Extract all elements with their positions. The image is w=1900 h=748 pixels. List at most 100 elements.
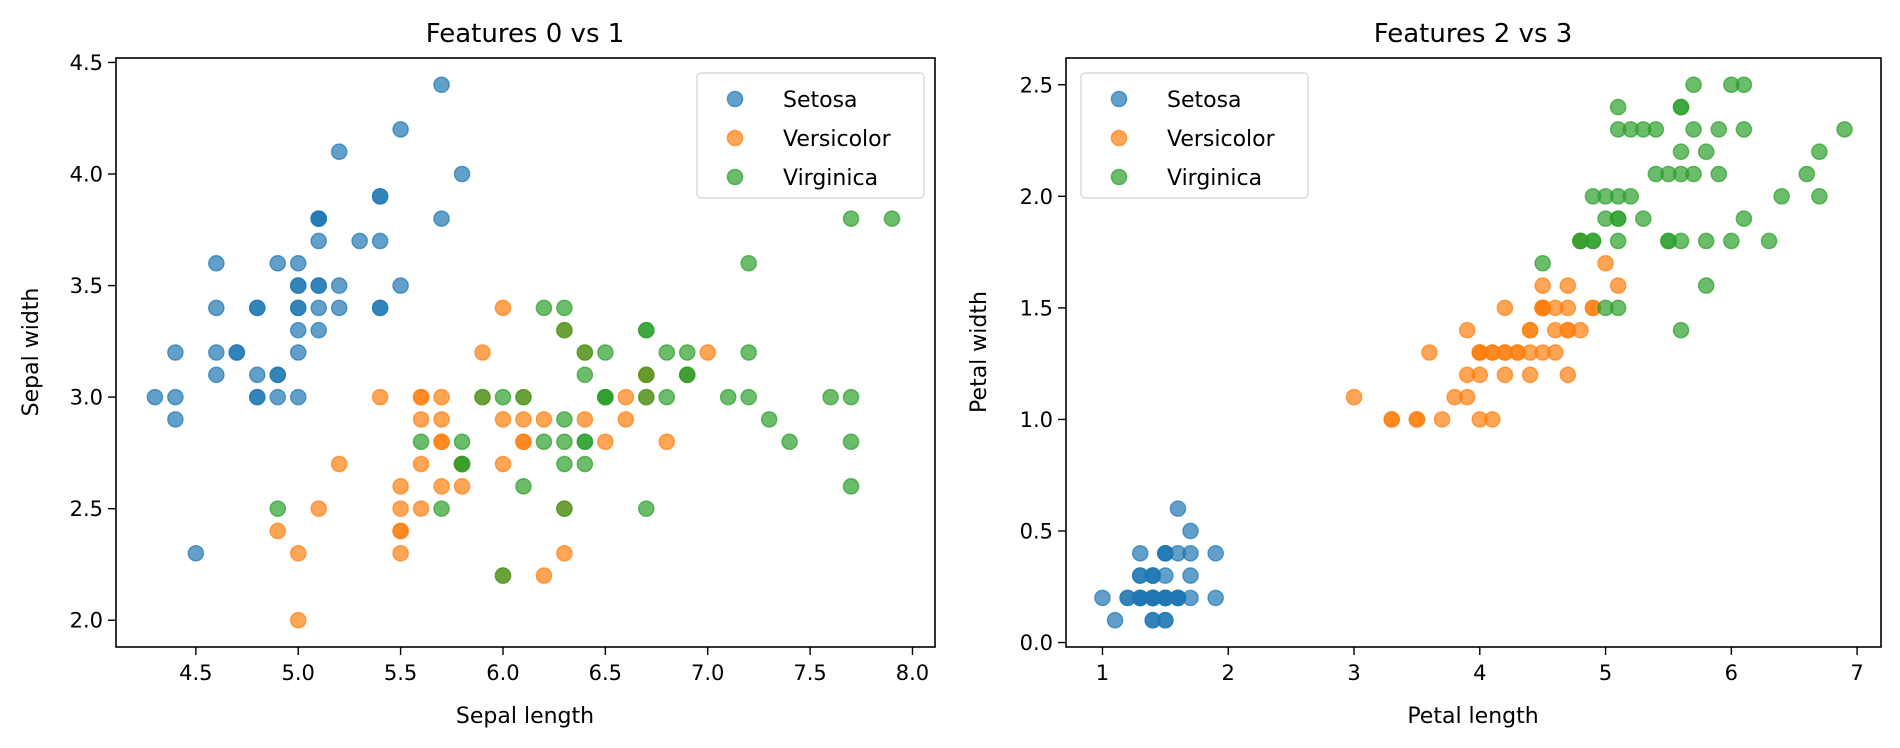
data-point: [1697, 277, 1715, 294]
data-point: [269, 254, 287, 272]
data-point: [1811, 143, 1828, 160]
data-point: [351, 232, 368, 250]
data-point: [597, 433, 614, 451]
data-point: [678, 366, 696, 384]
data-point: [1144, 611, 1162, 629]
data-point: [719, 388, 737, 406]
data-point: [453, 433, 471, 451]
data-point: [1345, 388, 1363, 406]
data-point: [658, 344, 676, 361]
data-point: [515, 388, 532, 406]
data-point: [1433, 411, 1451, 428]
data-point: [638, 321, 655, 339]
data-point: [392, 121, 409, 138]
data-point: [1383, 411, 1401, 428]
data-point: [248, 299, 266, 317]
y-tick-label: 4.5: [70, 51, 103, 75]
y-axis-label: Sepal width: [19, 288, 44, 417]
data-point: [433, 388, 450, 406]
data-point: [310, 210, 328, 227]
data-point: [1207, 545, 1224, 562]
data-point: [535, 433, 553, 451]
data-point: [515, 433, 532, 451]
legend: Setosa Versicolor Virginica: [696, 72, 925, 199]
data-point: [494, 299, 512, 317]
data-point: [269, 500, 287, 517]
x-tick-label: 4.5: [179, 661, 212, 685]
data-point: [1458, 321, 1476, 339]
data-point: [1446, 388, 1463, 406]
data-point: [1572, 232, 1589, 250]
data-point: [1647, 165, 1665, 183]
data-point: [167, 388, 184, 406]
subplot-features-0-vs-1: Features 0 vs 1 4.5 5.0 5.5 6.0 6.5 7.0 7.5 8.0…: [19, 19, 936, 729]
x-tick-label: 7.5: [793, 661, 826, 685]
data-point: [822, 388, 839, 406]
data-point: [1660, 232, 1677, 250]
data-point: [1622, 121, 1640, 138]
data-point: [289, 321, 307, 339]
legend-item-versicolor: Versicolor: [1110, 127, 1276, 152]
data-point: [433, 210, 450, 227]
legend: Setosa Versicolor Virginica: [1080, 72, 1309, 199]
data-point: [1484, 411, 1501, 428]
legend-label: Setosa: [783, 88, 858, 113]
data-point: [1697, 143, 1715, 160]
data-point: [371, 232, 389, 250]
data-point: [269, 366, 287, 384]
data-point: [1697, 232, 1715, 250]
y-tick-label: 1.5: [1020, 296, 1053, 320]
data-point: [433, 500, 450, 517]
data-point: [412, 388, 430, 406]
data-point: [228, 344, 246, 361]
legend-box: [696, 72, 925, 199]
x-axis-label: Sepal length: [456, 704, 594, 729]
data-point: [1685, 121, 1702, 138]
series-setosa: [146, 76, 471, 562]
series-virginica: [269, 210, 901, 584]
data-point: [1609, 299, 1627, 317]
data-point: [1622, 188, 1640, 205]
data-point: [556, 411, 573, 428]
data-point: [371, 188, 389, 205]
x-axis-ticks: 4.5 5.0 5.5 6.0 6.5 7.0 7.5 8.0: [179, 647, 929, 685]
data-point: [1811, 188, 1828, 205]
data-point: [269, 522, 287, 540]
data-point: [1672, 143, 1690, 160]
data-point: [1421, 344, 1438, 361]
y-tick-label: 4.0: [70, 163, 103, 187]
data-point: [617, 388, 635, 406]
data-point: [1836, 121, 1853, 138]
data-point: [1157, 545, 1174, 562]
data-point: [1723, 232, 1740, 250]
data-point: [1559, 299, 1577, 317]
y-tick-label: 3.5: [70, 274, 103, 298]
data-point: [289, 299, 307, 317]
data-point: [1559, 277, 1577, 294]
data-point: [310, 299, 328, 317]
data-point: [678, 344, 696, 361]
data-point: [494, 411, 512, 428]
data-point: [494, 455, 512, 473]
y-tick-label: 2.5: [70, 497, 103, 521]
data-point: [1710, 121, 1728, 138]
data-point: [412, 411, 430, 428]
data-point: [1760, 232, 1778, 250]
data-point: [392, 277, 409, 294]
data-point: [310, 277, 328, 294]
data-point: [1546, 321, 1564, 339]
y-tick-label: 3.0: [70, 386, 103, 410]
data-point: [289, 545, 307, 562]
data-point: [1609, 232, 1627, 250]
data-point: [535, 567, 553, 584]
chart-title: Features 2 vs 3: [1374, 19, 1573, 49]
x-tick-label: 5: [1599, 661, 1612, 685]
data-point: [1572, 321, 1589, 339]
y-tick-label: 0.0: [1020, 631, 1053, 655]
data-point: [310, 321, 328, 339]
data-point: [289, 611, 307, 629]
data-point: [453, 165, 471, 183]
data-point: [658, 388, 676, 406]
data-point: [842, 433, 860, 451]
data-point: [1521, 321, 1539, 339]
